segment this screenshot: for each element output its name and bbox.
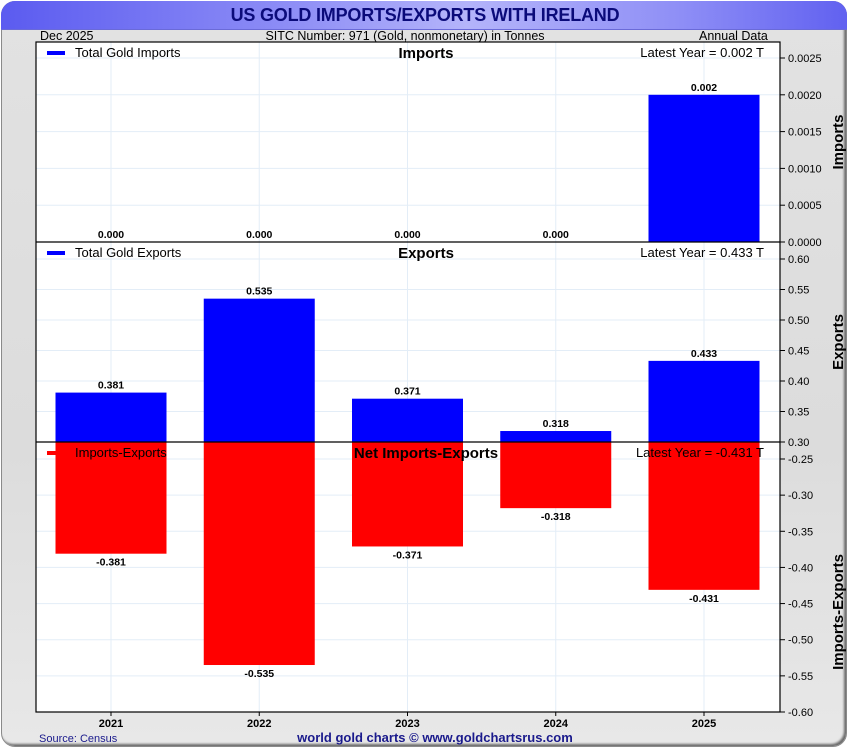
y-tick-label: -0.55 [788,671,813,683]
axes: 0.0000 0.0005 0.0010 0.0015 0.0020 0.0025 0.30… [35,41,822,730]
panel-text: Total Gold Imports Imports Latest Year = 0… [47,45,847,670]
bar-net-imports-exports-2024 [500,442,612,509]
latest-year-label: Latest Year = 0.002 T [640,45,764,60]
legend-swatch [47,451,65,455]
latest-year-label: Latest Year = 0.433 T [640,245,764,260]
x-tick-label: 2023 [395,718,419,730]
data-label: 0.002 [691,82,717,94]
panel-title: Net Imports-Exports [354,445,498,462]
bars [55,94,760,666]
y-tick-label: 0.35 [788,407,809,419]
bar-net-imports-exports-2022 [203,442,315,666]
data-label: -0.381 [96,557,126,569]
data-label: 0.000 [543,229,569,241]
bar-net-imports-exports-2023 [352,442,463,547]
legend-label: Imports-Exports [75,445,167,460]
y-tick-label: 0.0000 [788,237,822,249]
panel-title: Exports [398,245,454,262]
y-tick-label: 0.45 [788,346,809,358]
data-label: -0.371 [393,549,423,561]
data-label: 0.000 [246,229,272,241]
source-label: Source: Census [39,733,118,745]
y-tick-label: -0.35 [788,526,813,538]
y-tick-label: 0.55 [788,285,809,297]
bar-net-imports-exports-2025 [648,442,760,590]
bar-exports-2022 [203,298,315,442]
bar-exports-2021 [55,392,167,442]
x-tick-label: 2024 [544,718,569,730]
y-tick-label: 0.0010 [788,163,822,175]
y-axis-title: Imports-Exports [830,554,847,670]
data-label: 0.381 [98,380,124,392]
y-axis-title: Exports [830,314,847,370]
y-tick-label: 0.40 [788,376,809,388]
chart-title: US GOLD IMPORTS/EXPORTS WITH IRELAND [230,5,620,25]
y-tick-label: 0.60 [788,254,809,266]
subtitle: SITC Number: 971 (Gold, nonmonetary) in … [265,29,545,43]
data-label: -0.431 [689,593,719,605]
y-tick-label: -0.40 [788,562,813,574]
y-tick-label: -0.45 [788,599,813,611]
x-tick-label: 2022 [247,718,271,730]
legend-swatch [47,251,65,255]
date-label: Dec 2025 [40,29,94,43]
bar-net-imports-exports-2021 [55,442,167,554]
value-labels: 0.000 0.000 0.000 0.000 0.002 0.381 0.535 0.371… [96,82,719,680]
data-label: 0.318 [543,418,569,430]
title-bar [1,1,847,30]
bar-exports-2023 [352,398,463,442]
data-label: 0.371 [394,386,420,398]
legend-label: Total Gold Exports [75,245,182,260]
y-tick-label: -0.50 [788,635,813,647]
y-tick-label: -0.30 [788,490,813,502]
data-label: 0.433 [691,348,717,360]
y-tick-label: 0.50 [788,315,809,327]
data-label: -0.535 [244,668,274,680]
data-label: 0.000 [98,229,124,241]
latest-year-label: Latest Year = -0.431 T [636,445,764,460]
panel-title: Imports [398,45,453,62]
y-tick-label: 0.0020 [788,90,822,102]
legend-swatch [47,51,65,55]
data-label: 0.535 [246,286,272,298]
bar-exports-2025 [648,360,760,442]
bar-exports-2024 [500,431,612,442]
y-tick-label: 0.30 [788,437,809,449]
credit-label: world gold charts © www.goldchartsrus.co… [297,730,573,745]
y-tick-label: 0.0025 [788,53,822,65]
y-axis-title: Imports [830,114,847,169]
frequency-label: Annual Data [699,29,768,43]
y-tick-label: 0.0005 [788,200,822,212]
data-label: 0.000 [394,229,420,241]
x-tick-label: 2025 [692,718,716,730]
y-tick-label: 0.0015 [788,127,822,139]
data-label: -0.318 [541,511,571,523]
bar-imports-2025 [648,94,760,242]
y-tick-label: -0.60 [788,707,813,719]
y-tick-label: -0.25 [788,454,813,466]
legend-label: Total Gold Imports [75,45,181,60]
x-tick-label: 2021 [99,718,123,730]
